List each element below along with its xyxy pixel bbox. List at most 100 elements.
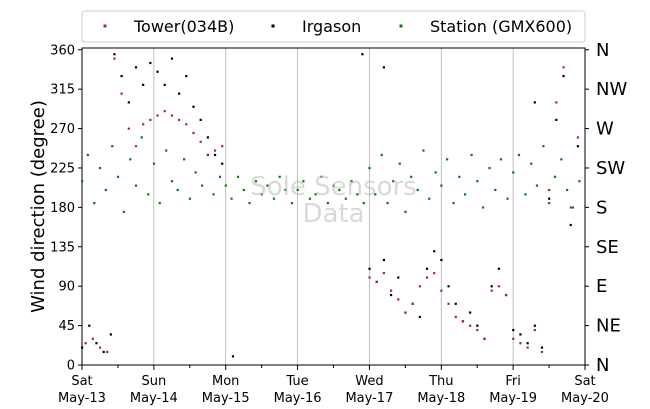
- data-point: [102, 350, 105, 354]
- data-point: [98, 346, 102, 349]
- compass-tick-label: NE: [596, 316, 621, 337]
- data-point: [433, 250, 436, 253]
- data-point: [428, 197, 431, 200]
- data-point: [512, 337, 515, 340]
- data-point: [260, 193, 263, 196]
- data-point: [533, 324, 536, 327]
- data-point: [440, 258, 443, 262]
- data-point: [106, 350, 109, 354]
- x-tick-label-weekday: Tue: [285, 374, 308, 389]
- data-point: [416, 188, 419, 192]
- data-point: [332, 184, 335, 187]
- data-point: [386, 201, 389, 205]
- data-point: [308, 197, 311, 200]
- y-tick-label: 45: [58, 319, 75, 334]
- data-point: [481, 206, 485, 209]
- data-point: [231, 355, 235, 358]
- data-point: [368, 166, 371, 170]
- data-point: [127, 101, 130, 104]
- data-point: [562, 75, 565, 78]
- data-point: [440, 184, 443, 187]
- data-point: [576, 145, 580, 148]
- data-point: [230, 197, 233, 200]
- data-point: [526, 346, 529, 349]
- data-point: [535, 184, 539, 187]
- data-point: [98, 166, 102, 170]
- data-point: [224, 184, 227, 187]
- data-point: [170, 114, 174, 117]
- data-point: [380, 153, 383, 157]
- series-tower-034b-: [84, 57, 580, 354]
- data-point: [440, 289, 443, 292]
- data-point: [447, 285, 450, 288]
- x-tick-label-date: May-15: [202, 391, 250, 406]
- data-point: [469, 311, 472, 314]
- y-axis-ticks: 0 45 90 135 180 225 270 315 360: [50, 43, 82, 374]
- data-point: [113, 53, 116, 56]
- x-tick-label-date: May-16: [274, 391, 322, 406]
- data-point: [170, 57, 174, 60]
- data-point: [476, 180, 479, 183]
- data-point: [418, 285, 421, 288]
- data-point: [571, 206, 574, 209]
- data-point: [382, 272, 385, 275]
- x-tick-label-date: May-18: [417, 391, 465, 406]
- data-point: [192, 105, 195, 108]
- data-point: [152, 162, 156, 165]
- data-point: [540, 346, 544, 349]
- data-point: [284, 188, 287, 192]
- compass-tick-label: SE: [596, 237, 619, 258]
- y-tick-label: 270: [50, 122, 75, 137]
- legend-label: Irgason: [302, 17, 361, 36]
- data-point: [170, 180, 174, 183]
- data-point: [542, 145, 545, 148]
- data-point: [490, 285, 493, 288]
- x-tick-label-date: May-20: [561, 391, 609, 406]
- data-point: [553, 175, 557, 178]
- data-point: [562, 66, 565, 69]
- data-point: [361, 53, 364, 56]
- compass-axis-ticks: N NE E SE S SW W NW N: [585, 40, 627, 376]
- data-point: [569, 206, 572, 209]
- data-point: [81, 346, 84, 349]
- compass-tick-label: N: [596, 355, 609, 376]
- x-tick-label-weekday: Wed: [355, 374, 383, 389]
- data-point: [296, 188, 299, 192]
- compass-tick-label: E: [596, 276, 607, 297]
- data-point: [206, 153, 209, 157]
- data-point: [356, 193, 359, 196]
- data-point: [452, 201, 455, 205]
- data-point: [302, 180, 305, 183]
- data-point: [201, 184, 204, 187]
- data-point: [375, 280, 378, 284]
- data-point: [392, 180, 395, 183]
- y-tick-label: 360: [50, 43, 75, 58]
- series-station-gmx600-: [81, 136, 581, 213]
- x-tick-label-date: May-19: [489, 391, 537, 406]
- data-point: [84, 342, 87, 345]
- data-point: [278, 175, 281, 178]
- data-point: [434, 171, 437, 174]
- legend-marker: [103, 24, 107, 28]
- x-tick-label-date: May-13: [58, 391, 106, 406]
- x-tick-label-weekday: Thu: [428, 374, 453, 389]
- data-point: [506, 197, 509, 200]
- data-point: [81, 180, 84, 183]
- data-point: [127, 127, 130, 130]
- data-point: [163, 110, 166, 113]
- data-point: [490, 289, 493, 292]
- legend-box: [81, 10, 586, 43]
- data-point: [350, 180, 353, 183]
- y-tick-label: 135: [50, 240, 75, 255]
- data-point: [470, 153, 473, 157]
- data-point: [548, 188, 551, 192]
- compass-tick-label: S: [596, 197, 607, 218]
- data-point: [194, 171, 197, 174]
- data-point: [142, 83, 145, 86]
- y-tick-label: 225: [50, 161, 75, 176]
- y-tick-label: 0: [67, 359, 75, 374]
- data-point: [188, 197, 191, 200]
- data-point: [120, 92, 123, 95]
- compass-tick-label: N: [596, 40, 609, 61]
- data-point: [221, 162, 224, 165]
